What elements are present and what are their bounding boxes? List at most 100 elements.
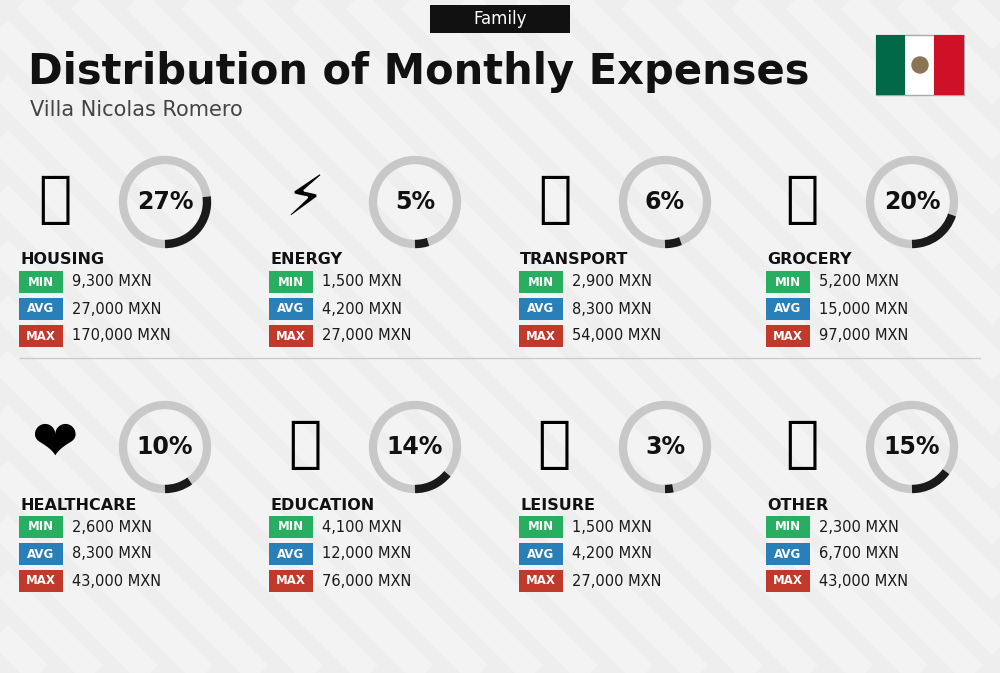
- Text: LEISURE: LEISURE: [520, 497, 595, 513]
- FancyBboxPatch shape: [934, 35, 964, 95]
- Text: MIN: MIN: [28, 275, 54, 289]
- Text: MIN: MIN: [528, 275, 554, 289]
- Text: MIN: MIN: [775, 275, 801, 289]
- Text: 20%: 20%: [884, 190, 940, 214]
- Text: MAX: MAX: [773, 330, 803, 343]
- Text: 2,300 MXN: 2,300 MXN: [819, 520, 899, 534]
- Text: MAX: MAX: [526, 575, 556, 588]
- FancyBboxPatch shape: [519, 325, 563, 347]
- Text: ENERGY: ENERGY: [270, 252, 342, 267]
- FancyBboxPatch shape: [519, 298, 563, 320]
- Text: Villa Nicolas Romero: Villa Nicolas Romero: [30, 100, 243, 120]
- Text: 2,600 MXN: 2,600 MXN: [72, 520, 152, 534]
- Text: 1,500 MXN: 1,500 MXN: [572, 520, 652, 534]
- Text: 170,000 MXN: 170,000 MXN: [72, 328, 171, 343]
- FancyBboxPatch shape: [519, 271, 563, 293]
- FancyBboxPatch shape: [19, 271, 63, 293]
- Text: AVG: AVG: [277, 302, 305, 316]
- Text: 43,000 MXN: 43,000 MXN: [72, 573, 161, 588]
- FancyBboxPatch shape: [430, 5, 570, 33]
- FancyBboxPatch shape: [19, 570, 63, 592]
- Text: GROCERY: GROCERY: [767, 252, 852, 267]
- FancyBboxPatch shape: [269, 516, 313, 538]
- Text: TRANSPORT: TRANSPORT: [520, 252, 628, 267]
- Text: AVG: AVG: [27, 302, 55, 316]
- Text: 5,200 MXN: 5,200 MXN: [819, 275, 899, 289]
- Text: 12,000 MXN: 12,000 MXN: [322, 546, 411, 561]
- Text: 4,200 MXN: 4,200 MXN: [322, 302, 402, 316]
- Text: HEALTHCARE: HEALTHCARE: [20, 497, 136, 513]
- Text: 4,200 MXN: 4,200 MXN: [572, 546, 652, 561]
- Text: 🛍️: 🛍️: [538, 418, 572, 472]
- Text: 4,100 MXN: 4,100 MXN: [322, 520, 402, 534]
- Text: ⚡: ⚡: [286, 173, 324, 227]
- Text: 🎓: 🎓: [288, 418, 322, 472]
- Text: MIN: MIN: [28, 520, 54, 534]
- Text: 54,000 MXN: 54,000 MXN: [572, 328, 661, 343]
- Text: Family: Family: [473, 10, 527, 28]
- Text: 15,000 MXN: 15,000 MXN: [819, 302, 908, 316]
- Text: 💰: 💰: [785, 418, 819, 472]
- Text: 15%: 15%: [884, 435, 940, 459]
- Text: AVG: AVG: [527, 548, 555, 561]
- FancyBboxPatch shape: [269, 325, 313, 347]
- Text: 🚌: 🚌: [538, 173, 572, 227]
- Text: MIN: MIN: [278, 275, 304, 289]
- Text: EDUCATION: EDUCATION: [270, 497, 374, 513]
- Text: AVG: AVG: [527, 302, 555, 316]
- Text: AVG: AVG: [27, 548, 55, 561]
- FancyBboxPatch shape: [269, 543, 313, 565]
- Text: 8,300 MXN: 8,300 MXN: [72, 546, 152, 561]
- Text: MAX: MAX: [276, 575, 306, 588]
- Text: 3%: 3%: [645, 435, 685, 459]
- Text: 5%: 5%: [395, 190, 435, 214]
- Text: 6%: 6%: [645, 190, 685, 214]
- Text: 🏢: 🏢: [38, 173, 72, 227]
- Text: 8,300 MXN: 8,300 MXN: [572, 302, 652, 316]
- Text: MAX: MAX: [26, 330, 56, 343]
- Text: MAX: MAX: [526, 330, 556, 343]
- Text: ❤️: ❤️: [32, 418, 78, 472]
- FancyBboxPatch shape: [19, 516, 63, 538]
- Text: 9,300 MXN: 9,300 MXN: [72, 275, 152, 289]
- Text: AVG: AVG: [774, 302, 802, 316]
- Text: MIN: MIN: [528, 520, 554, 534]
- FancyBboxPatch shape: [269, 570, 313, 592]
- FancyBboxPatch shape: [19, 543, 63, 565]
- Text: 14%: 14%: [387, 435, 443, 459]
- Text: 🛒: 🛒: [785, 173, 819, 227]
- Text: 2,900 MXN: 2,900 MXN: [572, 275, 652, 289]
- FancyBboxPatch shape: [766, 271, 810, 293]
- Text: 6,700 MXN: 6,700 MXN: [819, 546, 899, 561]
- FancyBboxPatch shape: [876, 35, 905, 95]
- FancyBboxPatch shape: [519, 570, 563, 592]
- Text: OTHER: OTHER: [767, 497, 828, 513]
- Circle shape: [912, 57, 928, 73]
- FancyBboxPatch shape: [766, 543, 810, 565]
- Text: 27%: 27%: [137, 190, 193, 214]
- FancyBboxPatch shape: [876, 35, 964, 95]
- FancyBboxPatch shape: [269, 298, 313, 320]
- Text: 27,000 MXN: 27,000 MXN: [572, 573, 662, 588]
- FancyBboxPatch shape: [519, 516, 563, 538]
- Text: Distribution of Monthly Expenses: Distribution of Monthly Expenses: [28, 51, 810, 93]
- Text: MAX: MAX: [773, 575, 803, 588]
- FancyBboxPatch shape: [766, 570, 810, 592]
- Text: AVG: AVG: [774, 548, 802, 561]
- Text: AVG: AVG: [277, 548, 305, 561]
- FancyBboxPatch shape: [19, 325, 63, 347]
- FancyBboxPatch shape: [766, 298, 810, 320]
- Text: 27,000 MXN: 27,000 MXN: [72, 302, 162, 316]
- Text: 97,000 MXN: 97,000 MXN: [819, 328, 908, 343]
- FancyBboxPatch shape: [519, 543, 563, 565]
- Text: HOUSING: HOUSING: [20, 252, 104, 267]
- FancyBboxPatch shape: [19, 298, 63, 320]
- Text: MIN: MIN: [278, 520, 304, 534]
- FancyBboxPatch shape: [269, 271, 313, 293]
- Text: MAX: MAX: [276, 330, 306, 343]
- Text: MIN: MIN: [775, 520, 801, 534]
- Text: 43,000 MXN: 43,000 MXN: [819, 573, 908, 588]
- Text: 76,000 MXN: 76,000 MXN: [322, 573, 411, 588]
- Text: MAX: MAX: [26, 575, 56, 588]
- Text: 1,500 MXN: 1,500 MXN: [322, 275, 402, 289]
